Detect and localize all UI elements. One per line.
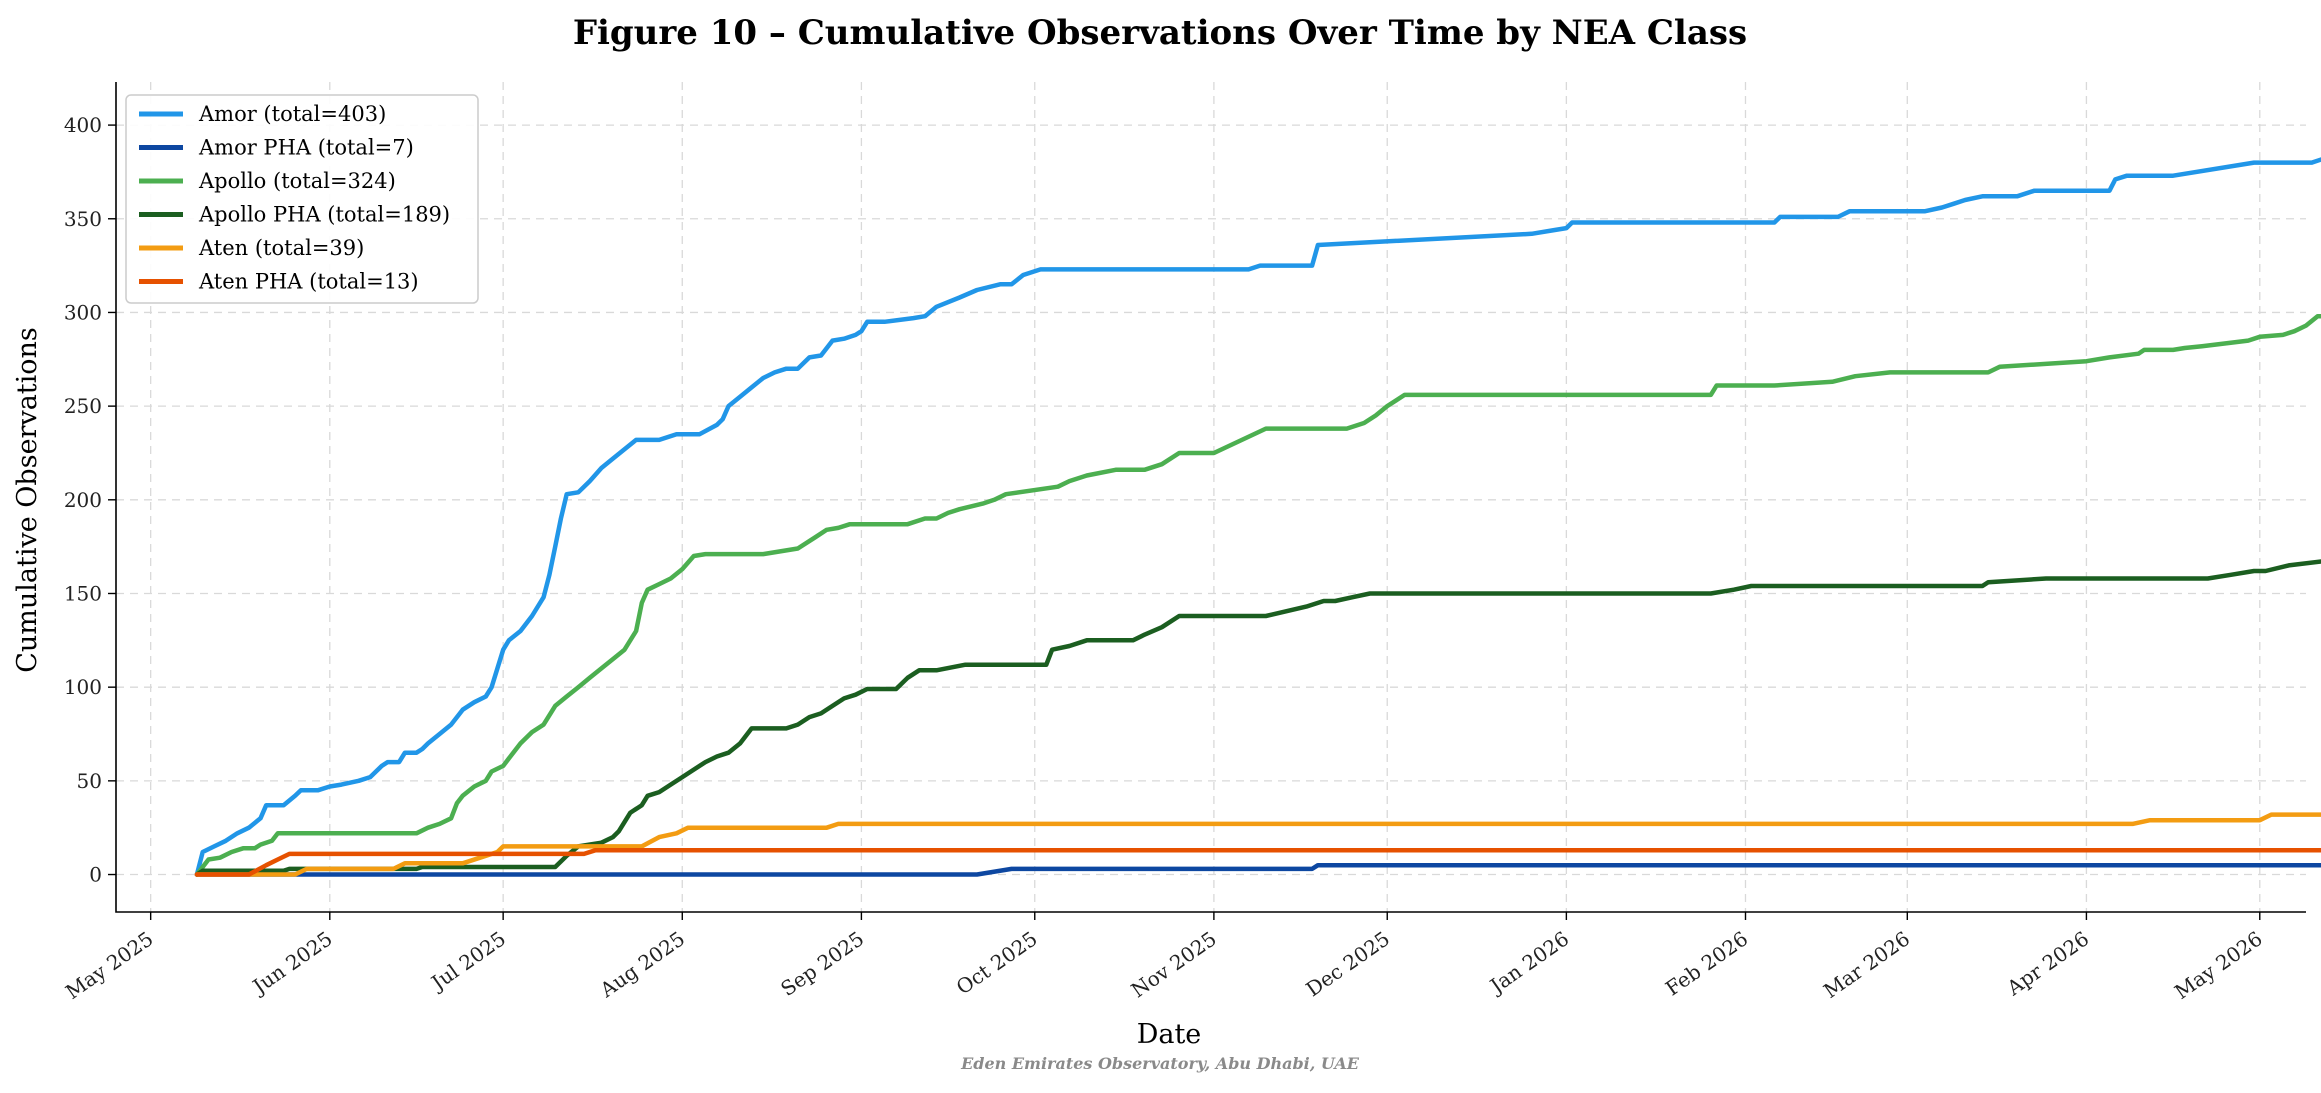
y-tick-label: 100 (64, 675, 102, 699)
x-tick-label: Mar 2026 (1819, 926, 1914, 1003)
x-tick-label: Sep 2025 (776, 926, 868, 1000)
x-tick-label: Oct 2025 (952, 926, 1042, 999)
legend-entries: Amor (total=403) Amor PHA (total=7) Apollo… (139, 102, 450, 294)
series-line-aten (194, 812, 2321, 877)
y-tick-label: 150 (64, 581, 102, 605)
y-axis-ticks: 0 50 100 150 200 250 300 350 400 (64, 113, 116, 887)
chart-title: Figure 10 – Cumulative Observations Over… (573, 13, 1747, 53)
gridlines (116, 82, 2306, 912)
legend: Amor (total=403) Amor PHA (total=7) Apollo… (125, 94, 479, 304)
y-tick-label: 300 (64, 300, 102, 324)
series-line-aten-pha (194, 847, 2321, 877)
legend-frame (125, 94, 479, 304)
series-line-apollo (194, 313, 2321, 877)
series-line-amor (194, 157, 2321, 877)
series-line-apollo-pha (194, 559, 2321, 877)
legend-label: Apollo (total=324) (198, 169, 396, 193)
y-tick-label: 50 (77, 769, 102, 793)
legend-label: Amor PHA (total=7) (198, 136, 414, 160)
x-tick-label: Jan 2026 (1484, 926, 1573, 998)
series-line-amor-pha (194, 862, 2321, 877)
observatory-credit: Eden Emirates Observatory, Abu Dhabi, UA… (960, 1054, 1360, 1073)
legend-label: Apollo PHA (total=189) (198, 203, 450, 227)
x-tick-label: Feb 2026 (1661, 926, 1752, 1000)
x-tick-label: Dec 2025 (1301, 926, 1394, 1001)
y-tick-label: 400 (64, 113, 102, 137)
y-axis-label: Cumulative Observations (12, 327, 43, 673)
legend-label: Aten PHA (total=13) (198, 270, 419, 294)
x-axis-ticks: May 2025 Jun 2025 Jul 2025 Aug 2025 Sep 2025… (61, 912, 2267, 1004)
y-tick-label: 200 (64, 488, 102, 512)
x-tick-label: May 2025 (61, 926, 157, 1004)
y-tick-label: 250 (64, 394, 102, 418)
x-tick-label: Jun 2025 (247, 926, 337, 999)
y-tick-label: 350 (64, 207, 102, 231)
x-tick-label: Apr 2026 (2002, 926, 2094, 1000)
axes (115, 82, 2306, 913)
x-tick-label: Nov 2025 (1127, 926, 1221, 1002)
legend-label: Amor (total=403) (198, 102, 386, 126)
legend-label: Aten (total=39) (198, 236, 364, 260)
x-tick-label: Jul 2025 (425, 926, 510, 995)
y-tick-label: 0 (89, 863, 102, 887)
x-tick-label: May 2026 (2170, 926, 2266, 1004)
x-tick-label: Aug 2025 (595, 926, 689, 1002)
axis-spines (115, 82, 2306, 913)
x-axis-label: Date (1137, 1019, 1202, 1050)
series-lines (194, 157, 2321, 877)
